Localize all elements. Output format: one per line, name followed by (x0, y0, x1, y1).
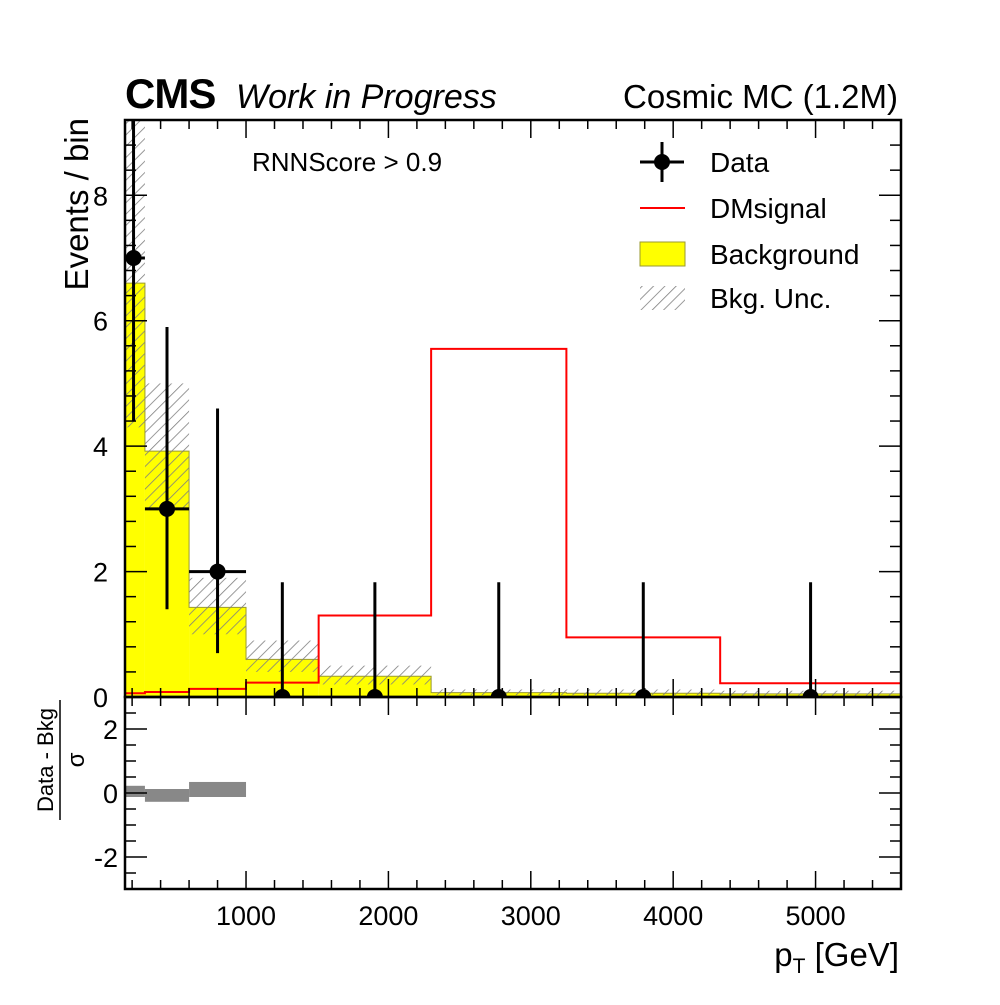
legend-data-marker (654, 154, 670, 170)
x-axis-title-subscript: T (793, 955, 806, 978)
data-point (802, 689, 819, 697)
x-axis-title-unit: [GeV] (805, 936, 899, 973)
ratio-y-tick-label: 2 (103, 715, 118, 745)
x-axis-title-main: p (774, 936, 792, 973)
x-tick-label: 1000 (216, 901, 276, 931)
legend-label: Background (710, 239, 859, 270)
legend: Data DMsignal Background Bkg. Unc. (639, 142, 859, 314)
ratio-bar (125, 785, 145, 797)
legend-background-box (639, 241, 686, 267)
experiment-label: CMS (125, 70, 216, 117)
ratio-ylabel-numerator: Data - Bkg (33, 708, 58, 812)
legend-unc-box (640, 286, 685, 310)
x-tick-label: 5000 (786, 901, 846, 931)
cut-label: RNNScore > 0.9 (252, 147, 442, 177)
ratio-y-tick-label: -2 (94, 843, 118, 873)
data-point (125, 249, 142, 266)
x-tick-label: 3000 (501, 901, 561, 931)
status-label: Work in Progress (236, 78, 497, 116)
y-tick-label: 4 (93, 432, 108, 462)
y-axis-title: Events / bin (58, 118, 95, 290)
sample-label: Cosmic MC (1.2M) (622, 78, 898, 115)
x-tick-label: 2000 (358, 901, 418, 931)
legend-label: Data (710, 147, 770, 178)
data-point (209, 563, 226, 580)
ratio-y-tick-label: 0 (103, 779, 118, 809)
legend-label: DMsignal (710, 193, 827, 224)
data-point (274, 689, 291, 697)
ratio-y-axis-title: Data - Bkg σ (33, 700, 90, 820)
ratio-bar (189, 781, 247, 797)
x-tick-label: 4000 (643, 901, 703, 931)
data-point (366, 689, 383, 697)
data-point (635, 689, 652, 697)
y-tick-label: 0 (93, 683, 108, 713)
data-point (159, 500, 176, 517)
ratio-bar (144, 789, 190, 802)
legend-label: Bkg. Unc. (710, 283, 831, 314)
x-axis-title: pT [GeV] (774, 936, 899, 978)
y-tick-label: 6 (93, 307, 108, 337)
y-tick-label: 2 (93, 558, 108, 588)
y-tick-label: 8 (93, 181, 108, 211)
main-plot-area (125, 120, 901, 697)
ratio-ylabel-denominator: σ (63, 752, 90, 767)
